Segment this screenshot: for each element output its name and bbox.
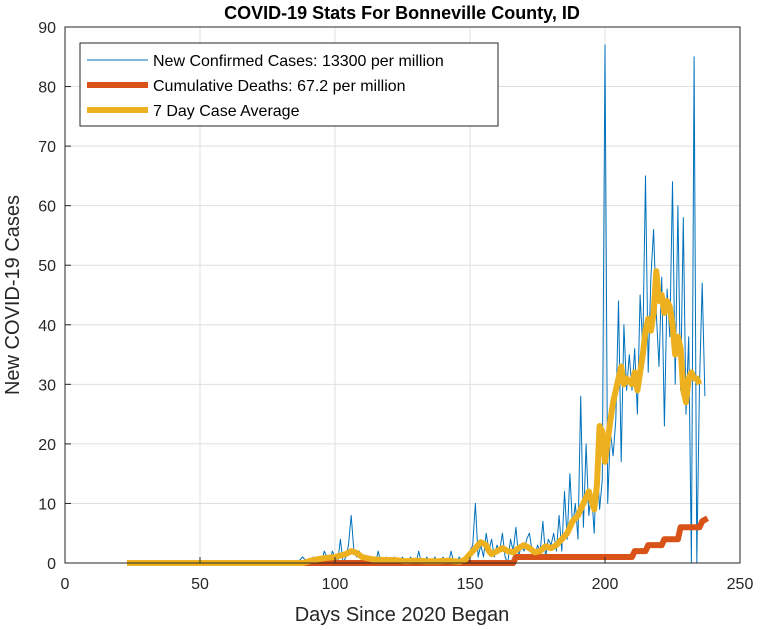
y-tick-label: 0 — [47, 556, 56, 573]
legend-label-deaths: Cumulative Deaths: 67.2 per million — [153, 78, 406, 95]
y-tick-label: 70 — [38, 139, 56, 156]
x-axis-label: Days Since 2020 Began — [295, 604, 510, 626]
x-tick-label: 250 — [727, 576, 754, 593]
x-tick-label: 100 — [322, 576, 349, 593]
legend-label-new-cases: New Confirmed Cases: 13300 per million — [153, 53, 444, 70]
series-line-7-day-average — [127, 268, 703, 566]
y-tick-label: 30 — [38, 377, 56, 394]
x-tick-label: 0 — [61, 576, 70, 593]
y-tick-label: 60 — [38, 199, 56, 216]
legend: New Confirmed Cases: 13300 per million C… — [79, 42, 499, 127]
y-axis-label: New COVID-19 Cases — [2, 195, 24, 395]
x-tick-label: 150 — [457, 576, 484, 593]
legend-box — [79, 42, 499, 127]
chart-title: COVID-19 Stats For Bonneville County, ID — [224, 3, 580, 23]
y-tick-label: 50 — [38, 258, 56, 275]
y-tick-label: 20 — [38, 437, 56, 454]
x-tick-label: 50 — [191, 576, 209, 593]
y-tick-label: 90 — [38, 20, 56, 37]
legend-label-average: 7 Day Case Average — [153, 103, 300, 120]
series-group — [127, 44, 710, 566]
x-tick-label: 200 — [592, 576, 619, 593]
y-tick-label: 40 — [38, 318, 56, 335]
plot-area-frame — [64, 26, 741, 564]
series-line-cumulative-deaths — [127, 515, 710, 566]
y-tick-label: 10 — [38, 496, 56, 513]
axis-ticks: 0 50 100 150 200 250 0 10 20 30 40 50 60 70 80 90 — [38, 20, 753, 593]
y-tick-label: 80 — [38, 80, 56, 97]
